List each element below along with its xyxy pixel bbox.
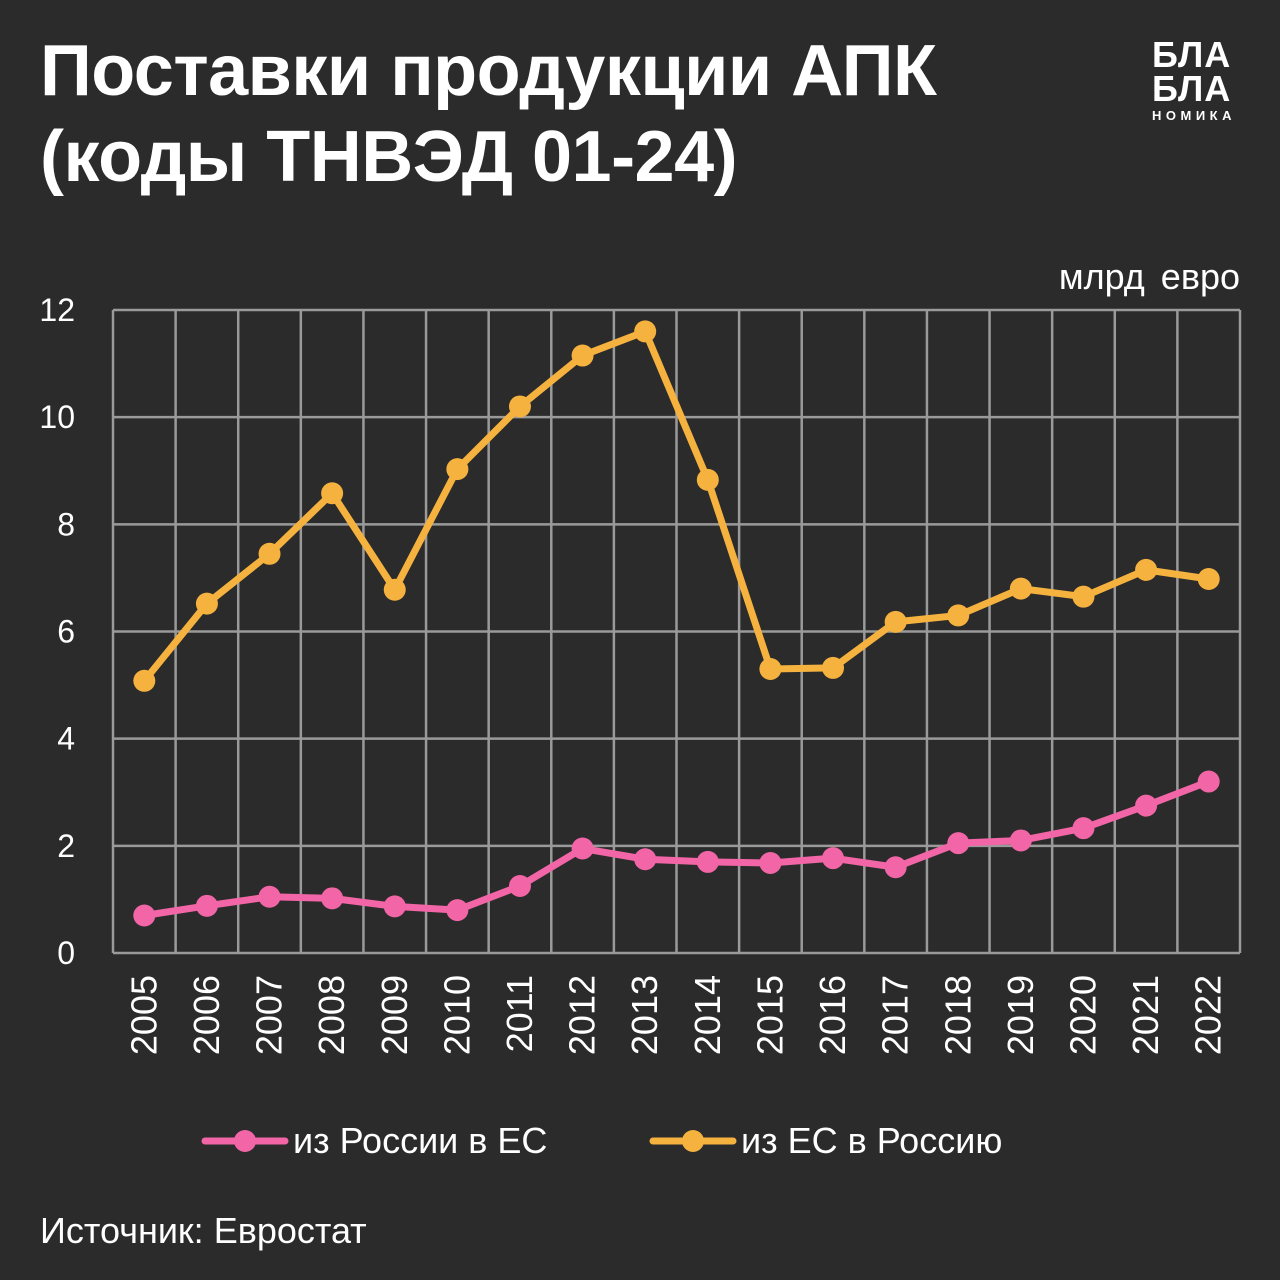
x-tick-label: 2020	[1062, 975, 1103, 1055]
y-tick-label: 10	[39, 399, 75, 435]
data-point-s1-2020	[1072, 817, 1095, 840]
data-point-s2-2007	[258, 542, 281, 565]
x-tick-label: 2016	[812, 975, 853, 1055]
data-point-s1-2008	[321, 887, 344, 910]
data-point-s2-2016	[822, 656, 845, 679]
x-tick-label: 2015	[749, 975, 790, 1055]
unit-label: млрд евро	[1058, 256, 1240, 297]
data-point-s2-2019	[1009, 577, 1032, 600]
data-point-s1-2013	[634, 848, 657, 871]
data-point-s1-2016	[822, 847, 845, 870]
title-line-1: Поставки продукции АПК	[40, 31, 937, 111]
data-point-s1-2021	[1135, 794, 1158, 817]
data-point-s1-2019	[1009, 829, 1032, 852]
x-tick-label: 2021	[1125, 975, 1166, 1055]
data-point-s2-2021	[1135, 558, 1158, 581]
y-tick-label: 4	[57, 721, 75, 757]
x-tick-label: 2012	[562, 975, 603, 1055]
data-point-s1-2010	[446, 899, 469, 922]
x-tick-label: 2011	[499, 975, 540, 1052]
source-note: Источник: Евростат	[40, 1210, 367, 1251]
data-point-s2-2013	[634, 320, 657, 343]
data-point-s1-2015	[759, 851, 782, 874]
x-tick-label: 2018	[937, 975, 978, 1055]
data-point-s2-2018	[947, 604, 970, 627]
y-tick-label: 2	[57, 828, 75, 864]
x-tick-label: 2019	[1000, 975, 1041, 1055]
y-tick-label: 12	[39, 292, 75, 328]
legend-label-1: из России в ЕС	[293, 1120, 547, 1161]
data-point-s1-2012	[571, 837, 594, 860]
x-tick-label: 2006	[186, 975, 227, 1055]
legend-swatch-dot-1	[234, 1130, 256, 1152]
data-point-s2-2017	[884, 610, 907, 633]
data-point-s2-2006	[195, 592, 218, 615]
data-point-s2-2012	[571, 344, 594, 367]
data-point-s2-2008	[321, 482, 344, 505]
data-point-s2-2005	[133, 669, 156, 692]
logo-line-2: БЛА	[1152, 68, 1232, 109]
y-tick-label: 6	[57, 614, 75, 650]
brand-logo: БЛА БЛА НОМИКА	[1152, 34, 1242, 124]
x-tick-label: 2005	[123, 975, 164, 1055]
data-point-s2-2020	[1072, 585, 1095, 608]
chart-title: Поставки продукции АПК (коды ТНВЭД 01-24…	[40, 28, 1120, 200]
y-tick-label: 8	[57, 506, 75, 542]
logo-line-1: БЛА	[1152, 34, 1232, 75]
data-point-s2-2015	[759, 658, 782, 681]
data-point-s2-2011	[508, 395, 531, 418]
data-point-s2-2014	[696, 468, 719, 491]
legend-swatch-dot-2	[682, 1130, 704, 1152]
data-point-s2-2022	[1197, 567, 1220, 590]
data-point-s1-2018	[947, 832, 970, 855]
data-point-s1-2006	[195, 894, 218, 917]
x-tick-label: 2009	[374, 975, 415, 1055]
logo-line-3: НОМИКА	[1152, 108, 1236, 123]
x-tick-label: 2022	[1188, 975, 1229, 1055]
x-tick-label: 2010	[436, 975, 477, 1055]
data-point-s1-2007	[258, 885, 281, 908]
x-tick-label: 2017	[875, 975, 916, 1055]
x-tick-label: 2008	[311, 975, 352, 1055]
data-point-s2-2010	[446, 458, 469, 481]
title-line-2: (коды ТНВЭД 01-24)	[40, 117, 738, 197]
data-point-s1-2009	[383, 895, 406, 918]
y-tick-label: 0	[57, 935, 75, 971]
legend-label-2: из ЕС в Россию	[741, 1120, 1002, 1161]
data-point-s1-2014	[696, 850, 719, 873]
x-tick-label: 2007	[249, 975, 290, 1055]
data-point-s1-2017	[884, 856, 907, 879]
x-tick-label: 2013	[624, 975, 665, 1055]
data-point-s1-2022	[1197, 770, 1220, 793]
x-tick-label: 2014	[687, 975, 728, 1055]
data-point-s1-2011	[508, 875, 531, 898]
data-point-s1-2005	[133, 904, 156, 927]
data-point-s2-2009	[383, 578, 406, 601]
